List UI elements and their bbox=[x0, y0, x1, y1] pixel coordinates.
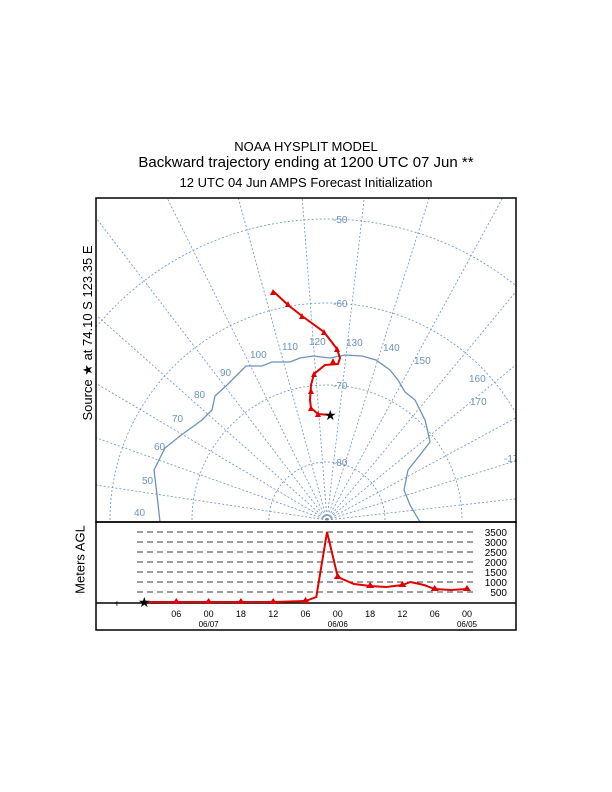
height-tick-label: 3000 bbox=[485, 538, 508, 549]
trajectory-marker bbox=[308, 388, 314, 394]
trajectory-marker bbox=[334, 346, 340, 352]
trajectory-marker bbox=[321, 329, 327, 335]
meridian-line bbox=[301, 198, 328, 521]
meridian-line bbox=[96, 217, 328, 521]
trajectory-marker bbox=[315, 411, 321, 417]
meridian-line bbox=[96, 383, 328, 521]
trajectory-marker bbox=[285, 301, 291, 307]
height-marker bbox=[333, 573, 342, 579]
meridian-line bbox=[326, 460, 516, 521]
latitude-label: -50 bbox=[333, 215, 348, 226]
model-title: NOAA HYSPLIT MODEL bbox=[234, 139, 378, 154]
height-marker bbox=[204, 598, 213, 604]
longitude-label: 80 bbox=[194, 390, 206, 401]
time-tick-label: 12 bbox=[268, 609, 278, 619]
longitude-label: 50 bbox=[142, 476, 154, 487]
latitude-circle bbox=[96, 218, 516, 328]
time-tick-label: 12 bbox=[397, 609, 407, 619]
height-marker bbox=[366, 582, 375, 588]
date-label: 06/06 bbox=[328, 620, 349, 629]
height-marker bbox=[398, 581, 407, 587]
height-marker bbox=[430, 585, 439, 591]
longitude-label: 130 bbox=[346, 338, 363, 349]
meridian-line bbox=[96, 314, 328, 521]
latitude-label: -70 bbox=[333, 381, 348, 392]
meridian-line bbox=[326, 498, 516, 521]
time-tick-label: 06 bbox=[430, 609, 440, 619]
trajectory-marker bbox=[311, 371, 317, 377]
height-marker bbox=[269, 598, 278, 604]
meridian-line bbox=[326, 198, 430, 521]
latitude-circle bbox=[109, 302, 516, 521]
time-tick-label: 00 bbox=[333, 609, 343, 619]
longitude-label: 160 bbox=[469, 374, 486, 385]
meridian-line bbox=[326, 198, 503, 521]
longitude-label: 90 bbox=[220, 368, 232, 379]
source-location-label: Source ★ at 74.10 S 123.35 E bbox=[80, 245, 95, 421]
trajectory-marker bbox=[270, 289, 276, 295]
height-tick-label: 1000 bbox=[485, 578, 508, 589]
longitude-label: 170 bbox=[470, 397, 487, 408]
start-star-icon: ★ bbox=[138, 594, 151, 610]
time-tick-label: 00 bbox=[204, 609, 214, 619]
longitude-label: 150 bbox=[414, 356, 431, 367]
meridian-line bbox=[326, 291, 516, 521]
source-star-icon: ★ bbox=[324, 407, 337, 423]
meridian-line bbox=[96, 437, 328, 521]
time-tick-label: 00 bbox=[462, 609, 472, 619]
height-marker bbox=[172, 598, 181, 604]
height-marker bbox=[301, 597, 310, 603]
time-tick-label: 06 bbox=[300, 609, 310, 619]
height-marker bbox=[463, 585, 471, 591]
trajectory-marker bbox=[308, 405, 314, 411]
time-tick-label: 18 bbox=[365, 609, 375, 619]
height-tick-label: 2000 bbox=[485, 558, 508, 569]
latitude-circle bbox=[268, 461, 386, 521]
longitude-label: 70 bbox=[172, 414, 184, 425]
height-tick-label: 500 bbox=[490, 588, 507, 599]
latitude-label: -80 bbox=[333, 458, 348, 469]
longitude-label: 100 bbox=[250, 350, 267, 361]
date-label: 06/05 bbox=[457, 620, 478, 629]
height-axis-label: Meters AGL bbox=[72, 525, 88, 594]
height-tick-label: 3500 bbox=[485, 528, 508, 539]
longitude-label: 140 bbox=[383, 343, 400, 354]
coastline bbox=[153, 354, 431, 522]
height-tick-label: 1500 bbox=[485, 568, 508, 579]
axis-start-marker: + bbox=[114, 599, 120, 610]
initialization-subtitle: 12 UTC 04 Jun AMPS Forecast Initializati… bbox=[179, 175, 433, 190]
trajectory-title: Backward trajectory ending at 1200 UTC 0… bbox=[138, 154, 474, 171]
longitude-label: -170 bbox=[504, 454, 524, 465]
meridian-line bbox=[96, 484, 328, 521]
time-tick-label: 18 bbox=[236, 609, 246, 619]
meridian-line bbox=[326, 417, 516, 521]
height-frame bbox=[95, 521, 517, 631]
longitude-label: 120 bbox=[309, 337, 326, 348]
trajectory-marker bbox=[330, 358, 336, 364]
height-series-line bbox=[144, 531, 468, 603]
height-tick-label: 2500 bbox=[485, 548, 508, 559]
date-label: 06/07 bbox=[199, 620, 220, 629]
longitude-label: 60 bbox=[154, 442, 166, 453]
trajectory-path bbox=[272, 290, 342, 416]
latitude-circle bbox=[191, 384, 463, 521]
time-tick-label: 06 bbox=[171, 609, 181, 619]
longitude-label: 40 bbox=[134, 508, 146, 519]
height-marker bbox=[236, 598, 245, 604]
meridian-line bbox=[326, 364, 516, 521]
trajectory-marker bbox=[299, 313, 305, 319]
longitude-label: 110 bbox=[282, 342, 298, 353]
latitude-label: -60 bbox=[333, 299, 348, 310]
